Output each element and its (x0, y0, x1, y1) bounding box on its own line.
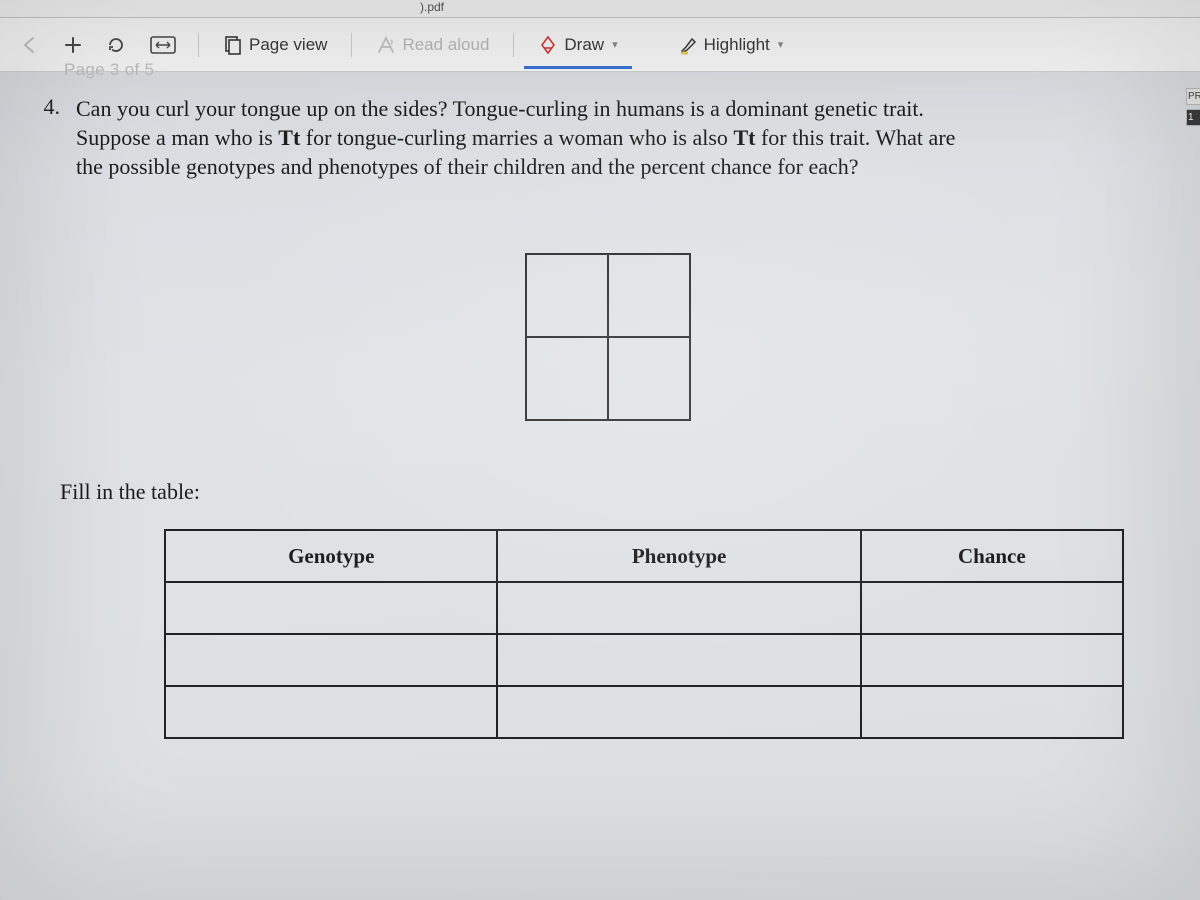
back-button[interactable] (12, 27, 48, 63)
right-tab-2[interactable]: 1 (1186, 109, 1200, 126)
pdf-toolbar: Page view Read aloud Draw ▾ Highlight ▾ (0, 18, 1200, 72)
table-row (165, 634, 1123, 686)
toolbar-separator (198, 33, 199, 57)
question-text: Can you curl your tongue up on the sides… (76, 94, 955, 181)
titlebar-fragment: ).pdf (0, 0, 1200, 18)
punnett-cell (608, 337, 690, 420)
q-line1: Can you curl your tongue up on the sides… (76, 96, 924, 121)
read-aloud-icon (376, 35, 396, 55)
col-phenotype: Phenotype (497, 530, 860, 582)
fit-width-button[interactable] (142, 27, 184, 63)
highlight-button[interactable]: Highlight ▾ (668, 27, 794, 63)
col-chance: Chance (861, 530, 1123, 582)
draw-label: Draw (564, 35, 604, 55)
fill-table-label: Fill in the table: (60, 479, 1182, 505)
genotype-table: Genotype Phenotype Chance (164, 529, 1124, 739)
table-row (165, 582, 1123, 634)
titlebar-filename-fragment: ).pdf (420, 0, 444, 14)
punnett-cell (526, 337, 608, 420)
q-tt2: Tt (733, 125, 755, 150)
highlight-icon (678, 35, 698, 55)
draw-icon (538, 35, 558, 55)
highlight-label: Highlight (704, 35, 770, 55)
q-line2c: for this trait. What are (755, 125, 955, 150)
fit-width-icon (150, 36, 176, 54)
page-view-label: Page view (249, 35, 327, 55)
page-indicator: Page 3 of 5 (64, 60, 154, 80)
right-tab-2-label: 1 (1188, 112, 1194, 123)
chevron-down-icon: ▾ (778, 38, 784, 51)
cell (861, 686, 1123, 738)
draw-button[interactable]: Draw ▾ (528, 27, 627, 63)
question-number: 4. (34, 94, 60, 181)
punnett-cell (526, 254, 608, 337)
rotate-icon (106, 35, 126, 55)
cell (861, 634, 1123, 686)
q-line2b: for tongue-curling marries a woman who i… (300, 125, 733, 150)
cell (165, 686, 497, 738)
rotate-button[interactable] (98, 27, 134, 63)
right-tab-1-label: PRA (1188, 91, 1200, 102)
col-genotype: Genotype (165, 530, 497, 582)
punnett-square (525, 253, 691, 421)
page-view-button[interactable]: Page view (213, 27, 337, 63)
right-tab-1[interactable]: PRA (1186, 88, 1200, 105)
chevron-down-icon: ▾ (612, 38, 618, 51)
q-tt1: Tt (278, 125, 300, 150)
zoom-in-button[interactable] (56, 27, 90, 63)
read-aloud-button[interactable]: Read aloud (366, 27, 499, 63)
page-view-icon (223, 35, 243, 55)
q-line3: the possible genotypes and phenotypes of… (76, 154, 859, 179)
read-aloud-label: Read aloud (402, 35, 489, 55)
cell (497, 582, 860, 634)
cell (497, 686, 860, 738)
question-row: 4. Can you curl your tongue up on the si… (34, 94, 1182, 181)
right-edge-widget: PRA 1 (1186, 88, 1200, 130)
punnett-cell (608, 254, 690, 337)
cell (497, 634, 860, 686)
plus-icon (64, 36, 82, 54)
arrow-left-icon (20, 35, 40, 55)
table-row (165, 686, 1123, 738)
table-header-row: Genotype Phenotype Chance (165, 530, 1123, 582)
cell (165, 634, 497, 686)
cell (861, 582, 1123, 634)
page-indicator-text: Page 3 of 5 (64, 60, 154, 79)
q-line2a: Suppose a man who is (76, 125, 278, 150)
toolbar-separator (513, 33, 514, 57)
document-page: 4. Can you curl your tongue up on the si… (34, 94, 1182, 900)
cell (165, 582, 497, 634)
toolbar-separator (351, 33, 352, 57)
